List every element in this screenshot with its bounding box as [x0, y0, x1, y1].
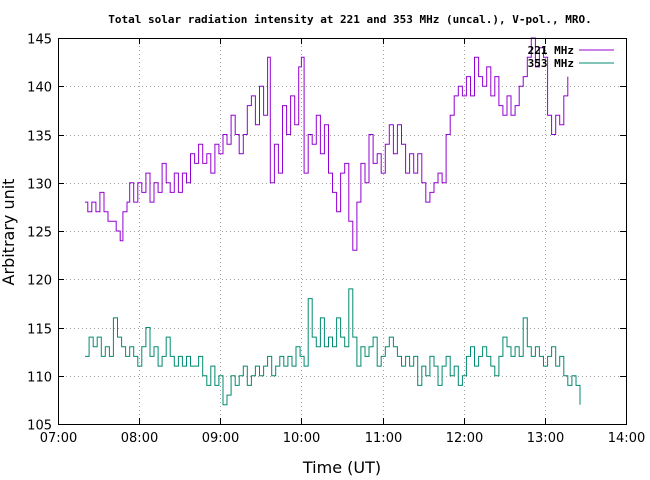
series-line-2 [85, 288, 581, 406]
x-tick-label: 13:00 [527, 431, 564, 446]
y-tick-label: 145 [27, 33, 52, 48]
legend-label: 353 MHz [528, 57, 574, 70]
x-tick-label: 11:00 [365, 431, 402, 446]
y-axis-label: Arbitrary unit [0, 179, 18, 286]
x-tick-label: 09:00 [202, 431, 239, 446]
y-tick-label: 115 [27, 323, 52, 338]
y-tick-label: 105 [27, 419, 52, 434]
x-tick-label: 08:00 [121, 431, 158, 446]
y-tick-label: 130 [27, 178, 52, 193]
x-tick-label: 10:00 [283, 431, 320, 446]
x-tick-label: 12:00 [446, 431, 483, 446]
legend-label: 221 MHz [528, 44, 574, 57]
y-tick-label: 120 [27, 274, 52, 289]
x-tick-label: 14:00 [608, 431, 645, 446]
axis-ticks: 07:00 08:00 09:00 10:00 11:00 12:00 13:00 14:00… [27, 33, 645, 447]
y-tick-label: 125 [27, 226, 52, 241]
grid [58, 38, 626, 424]
y-tick-label: 140 [27, 81, 52, 96]
series-layer [85, 37, 581, 406]
series-line-1 [85, 37, 569, 251]
chart-title: Total solar radiation intensity at 221 a… [108, 13, 591, 26]
y-tick-label: 110 [27, 371, 52, 386]
x-tick-label: 07:00 [40, 431, 77, 446]
x-axis-label: Time (UT) [302, 458, 381, 477]
y-tick-label: 135 [27, 130, 52, 145]
